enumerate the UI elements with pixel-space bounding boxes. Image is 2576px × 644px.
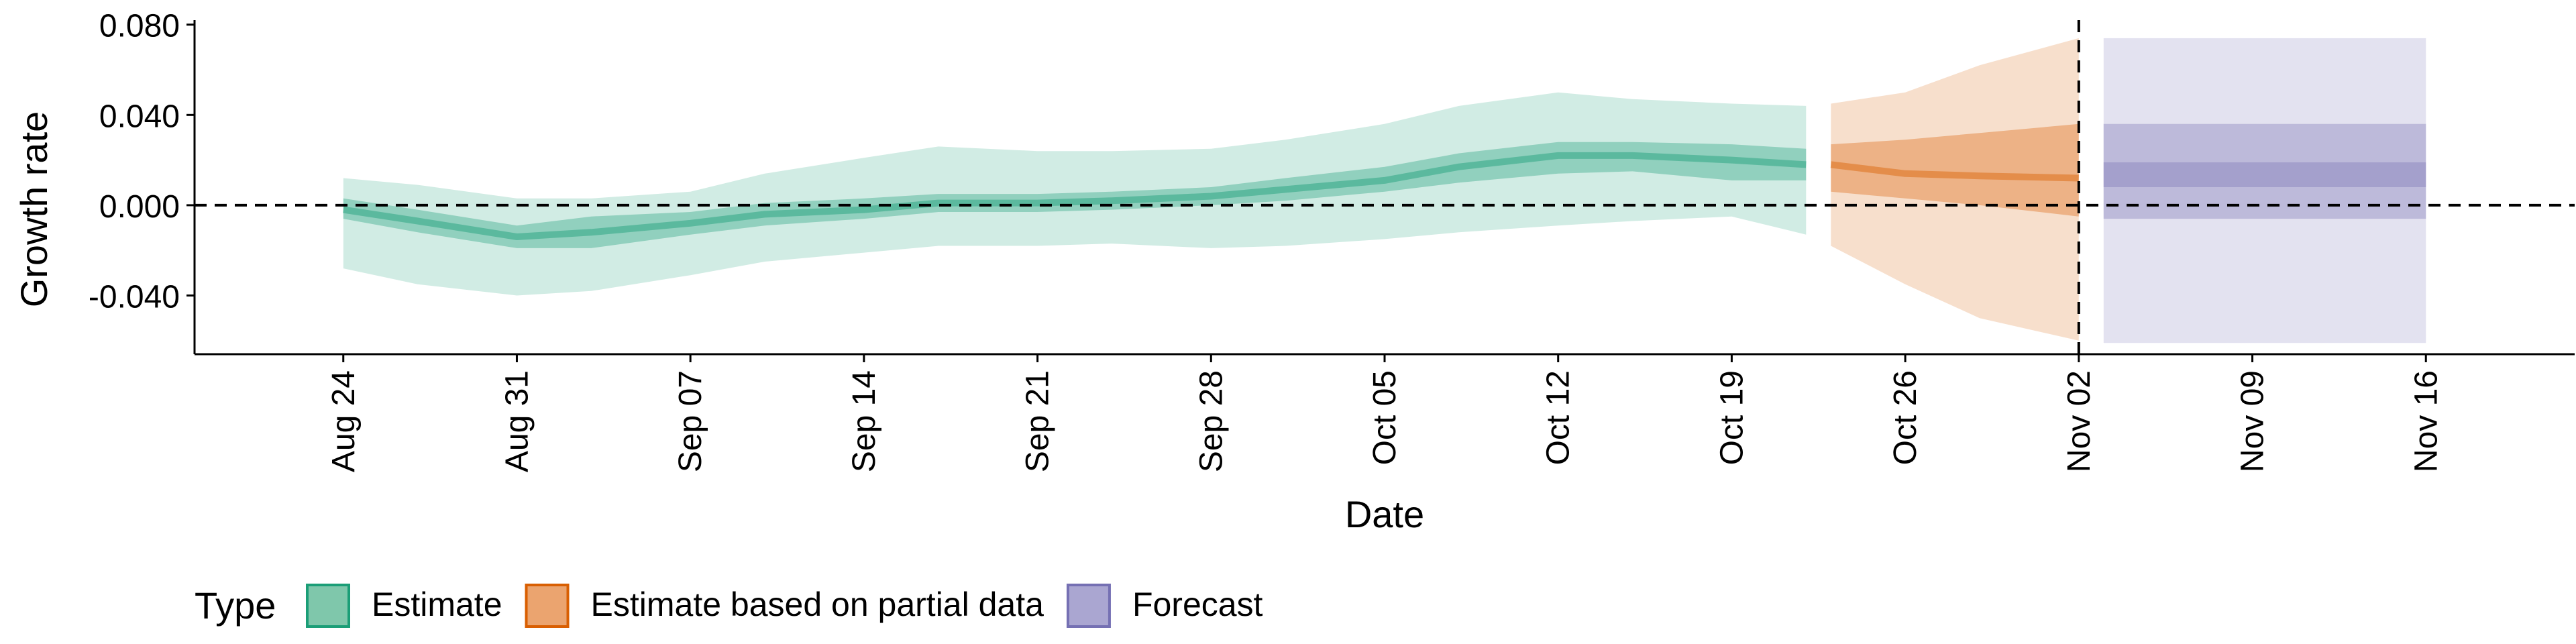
x-axis-label: Date <box>1345 493 1424 535</box>
band-forecast-90 <box>2103 38 2426 343</box>
legend-title: Type <box>195 584 276 627</box>
x-ticks: Aug 24 Aug 31 Sep 07 Sep 14 Sep 21 Sep 28 Oct … <box>326 354 2444 472</box>
x-tick-label: Nov 16 <box>2408 370 2444 472</box>
x-tick-label: Sep 21 <box>1020 370 1056 472</box>
y-ticks: 0.080 0.040 0.000 -0.040 <box>89 9 195 315</box>
x-tick-label: Oct 26 <box>1888 370 1923 465</box>
y-tick-label: 0.000 <box>99 189 180 225</box>
x-tick-label: Oct 12 <box>1541 370 1576 465</box>
x-tick-label: Sep 28 <box>1193 370 1229 472</box>
y-tick-label: 0.040 <box>99 99 180 134</box>
x-tick-label: Nov 02 <box>2061 370 2097 472</box>
median-line-estimate <box>343 152 1807 240</box>
legend-label: Estimate <box>372 586 502 623</box>
band-forecast-20 <box>2103 162 2426 187</box>
band-estimate-based-on-partial-data-50 <box>1831 123 2079 217</box>
band-estimate-50 <box>343 142 1807 248</box>
band-estimate-90 <box>343 92 1807 296</box>
plot-lines <box>343 152 2079 240</box>
legend-key-estimate <box>306 584 350 628</box>
x-tick-label: Sep 14 <box>847 370 882 472</box>
x-tick-label: Aug 24 <box>326 370 362 472</box>
legend-key-estimate-based-on-partial-data <box>525 584 570 628</box>
legend-label: Forecast <box>1132 586 1263 623</box>
y-tick-label: 0.080 <box>99 9 180 44</box>
x-tick-label: Oct 19 <box>1714 370 1750 465</box>
legend-key-forecast <box>1066 584 1111 628</box>
band-estimate-based-on-partial-data-90 <box>1831 38 2079 341</box>
legend: Type Estimate Estimate based on partial d… <box>195 584 1263 628</box>
x-tick-label: Sep 07 <box>673 370 708 472</box>
x-tick-label: Aug 31 <box>500 370 535 472</box>
x-tick-label: Nov 09 <box>2235 370 2271 472</box>
x-tick-label: Oct 05 <box>1367 370 1403 465</box>
plot-bands <box>343 38 2426 343</box>
reference-lines <box>195 20 2575 354</box>
band-forecast-50 <box>2103 123 2426 219</box>
legend-label: Estimate based on partial data <box>591 586 1044 623</box>
median-line-estimate-based-on-partial-data <box>1830 161 2079 182</box>
y-tick-label: -0.040 <box>89 280 180 315</box>
y-axis-label: Growth rate <box>13 111 55 308</box>
